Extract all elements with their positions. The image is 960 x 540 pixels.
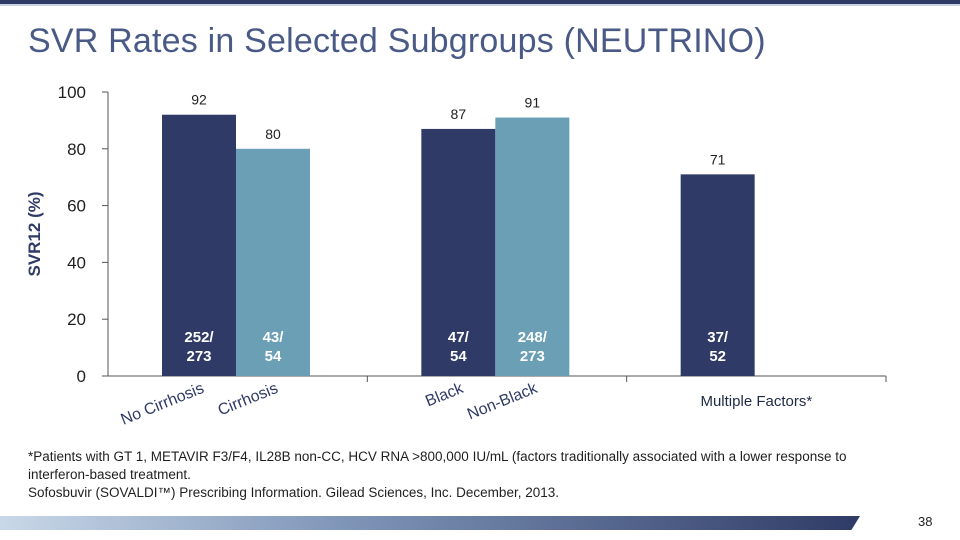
group-label: Multiple Factors* bbox=[700, 393, 812, 410]
top-accent-dark bbox=[0, 0, 960, 6]
page-number: 38 bbox=[918, 514, 933, 529]
y-tick-label: 40 bbox=[67, 253, 86, 272]
top-accent-light bbox=[0, 4, 960, 6]
y-tick-label: 20 bbox=[67, 310, 86, 329]
category-label: Non-Black bbox=[465, 380, 541, 424]
bar bbox=[680, 174, 755, 376]
bar-count-label: 252/273 bbox=[184, 329, 214, 365]
bar-count-label: 43/54 bbox=[263, 329, 285, 365]
y-tick-label: 60 bbox=[67, 197, 86, 216]
y-axis-title: SVR12 (%) bbox=[25, 191, 44, 276]
footnote-criteria: *Patients with GT 1, METAVIR F3/F4, IL28… bbox=[28, 449, 847, 482]
footnote-reference: Sofosbuvir (SOVALDI™) Prescribing Inform… bbox=[28, 485, 559, 500]
bar-count-label: 248/273 bbox=[518, 329, 548, 365]
slide-title: SVR Rates in Selected Subgroups (NEUTRIN… bbox=[28, 22, 766, 60]
bar bbox=[421, 128, 496, 376]
bar-value-label: 80 bbox=[265, 126, 281, 142]
bar bbox=[236, 148, 310, 376]
y-tick-label: 0 bbox=[77, 367, 86, 386]
y-tick-label: 100 bbox=[58, 83, 86, 102]
y-tick-label: 80 bbox=[67, 140, 86, 159]
category-label: Cirrhosis bbox=[216, 380, 281, 419]
category-label: Black bbox=[423, 380, 467, 411]
bar-count-label: 37/52 bbox=[707, 329, 729, 365]
bar bbox=[495, 117, 570, 376]
footnote: *Patients with GT 1, METAVIR F3/F4, IL28… bbox=[28, 448, 908, 502]
bottom-accent-bar bbox=[0, 516, 860, 530]
bar-value-label: 87 bbox=[451, 106, 467, 122]
top-accent-bar bbox=[0, 0, 960, 6]
bar bbox=[162, 114, 236, 376]
category-label: No Cirrhosis bbox=[119, 380, 207, 429]
bar-value-label: 91 bbox=[525, 95, 541, 111]
bar-value-label: 71 bbox=[710, 151, 726, 167]
bar-count-label: 47/54 bbox=[448, 329, 470, 365]
bar-value-label: 92 bbox=[191, 92, 207, 108]
